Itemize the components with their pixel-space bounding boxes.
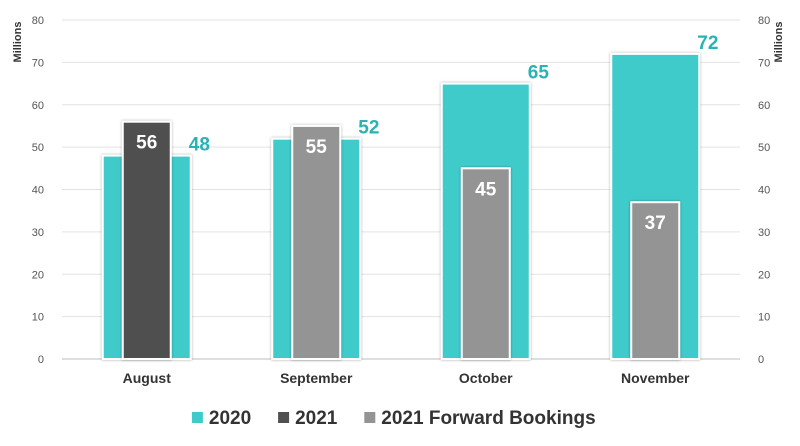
- y-axis-right: 0 10 20 30 40 50 60 70 80: [758, 15, 770, 366]
- data-label-inner: 45: [475, 179, 497, 200]
- bar-2021-forward-bookings: [460, 167, 511, 360]
- bar-2021-forward-bookings: [630, 201, 681, 360]
- data-label-outer: 72: [697, 33, 718, 54]
- y-tick-label-right: 30: [758, 227, 770, 239]
- y-tick-label-right: 10: [758, 312, 770, 324]
- legend-item: 2021: [278, 408, 338, 429]
- x-tick-label: August: [123, 370, 172, 386]
- bar-2021: [121, 120, 172, 360]
- y-tick-label-left: 10: [32, 312, 44, 324]
- legend-swatch: [364, 412, 376, 423]
- legend: 2020 2021 2021 Forward Bookings: [191, 408, 596, 429]
- legend-swatch: [278, 412, 290, 423]
- y-tick-label-left: 0: [38, 354, 44, 366]
- data-label-inner: 55: [306, 137, 328, 158]
- y-unit-label-left: Millions: [12, 22, 24, 63]
- data-label-outer: 52: [358, 118, 379, 139]
- y-tick-label-right: 70: [758, 57, 770, 69]
- y-tick-label-left: 30: [32, 227, 44, 239]
- data-label-outer: 48: [189, 135, 210, 156]
- y-tick-label-right: 50: [758, 142, 770, 154]
- bar-group-september: 55 52: [271, 118, 379, 360]
- y-unit-label-right: Millions: [773, 22, 785, 63]
- y-tick-label-right: 40: [758, 185, 770, 197]
- bars-layer: 56 48 55 52 45 65 37 72: [101, 33, 718, 361]
- data-label-inner: 56: [136, 133, 157, 154]
- legend-item: 2021 Forward Bookings: [364, 408, 596, 429]
- x-tick-label: October: [459, 370, 513, 386]
- y-tick-label-left: 70: [32, 57, 44, 69]
- x-axis: August September October November: [123, 370, 690, 386]
- bar-2021-forward-bookings: [291, 124, 342, 360]
- bar-group-october: 45 65: [440, 63, 550, 360]
- y-tick-label-left: 50: [32, 142, 44, 154]
- y-tick-label-left: 20: [32, 269, 44, 281]
- legend-label: 2021: [295, 408, 338, 429]
- y-tick-label-left: 80: [32, 15, 44, 27]
- bar-group-november: 37 72: [610, 33, 718, 361]
- y-tick-label-left: 60: [32, 100, 44, 112]
- y-tick-label-right: 0: [758, 354, 764, 366]
- data-label-inner: 37: [645, 213, 666, 234]
- legend-label: 2020: [209, 408, 251, 429]
- y-tick-label-right: 20: [758, 269, 770, 281]
- legend-swatch: [191, 412, 203, 423]
- x-tick-label: November: [621, 370, 690, 386]
- legend-item: 2020: [191, 408, 251, 429]
- y-tick-label-left: 40: [32, 185, 44, 197]
- y-tick-label-right: 60: [758, 100, 770, 112]
- bar-group-august: 56 48: [101, 120, 210, 360]
- legend-label: 2021 Forward Bookings: [381, 408, 595, 429]
- y-axis-left: 0 10 20 30 40 50 60 70 80: [32, 15, 44, 366]
- x-tick-label: September: [280, 370, 353, 386]
- y-tick-label-right: 80: [758, 15, 770, 27]
- data-label-outer: 65: [528, 63, 550, 84]
